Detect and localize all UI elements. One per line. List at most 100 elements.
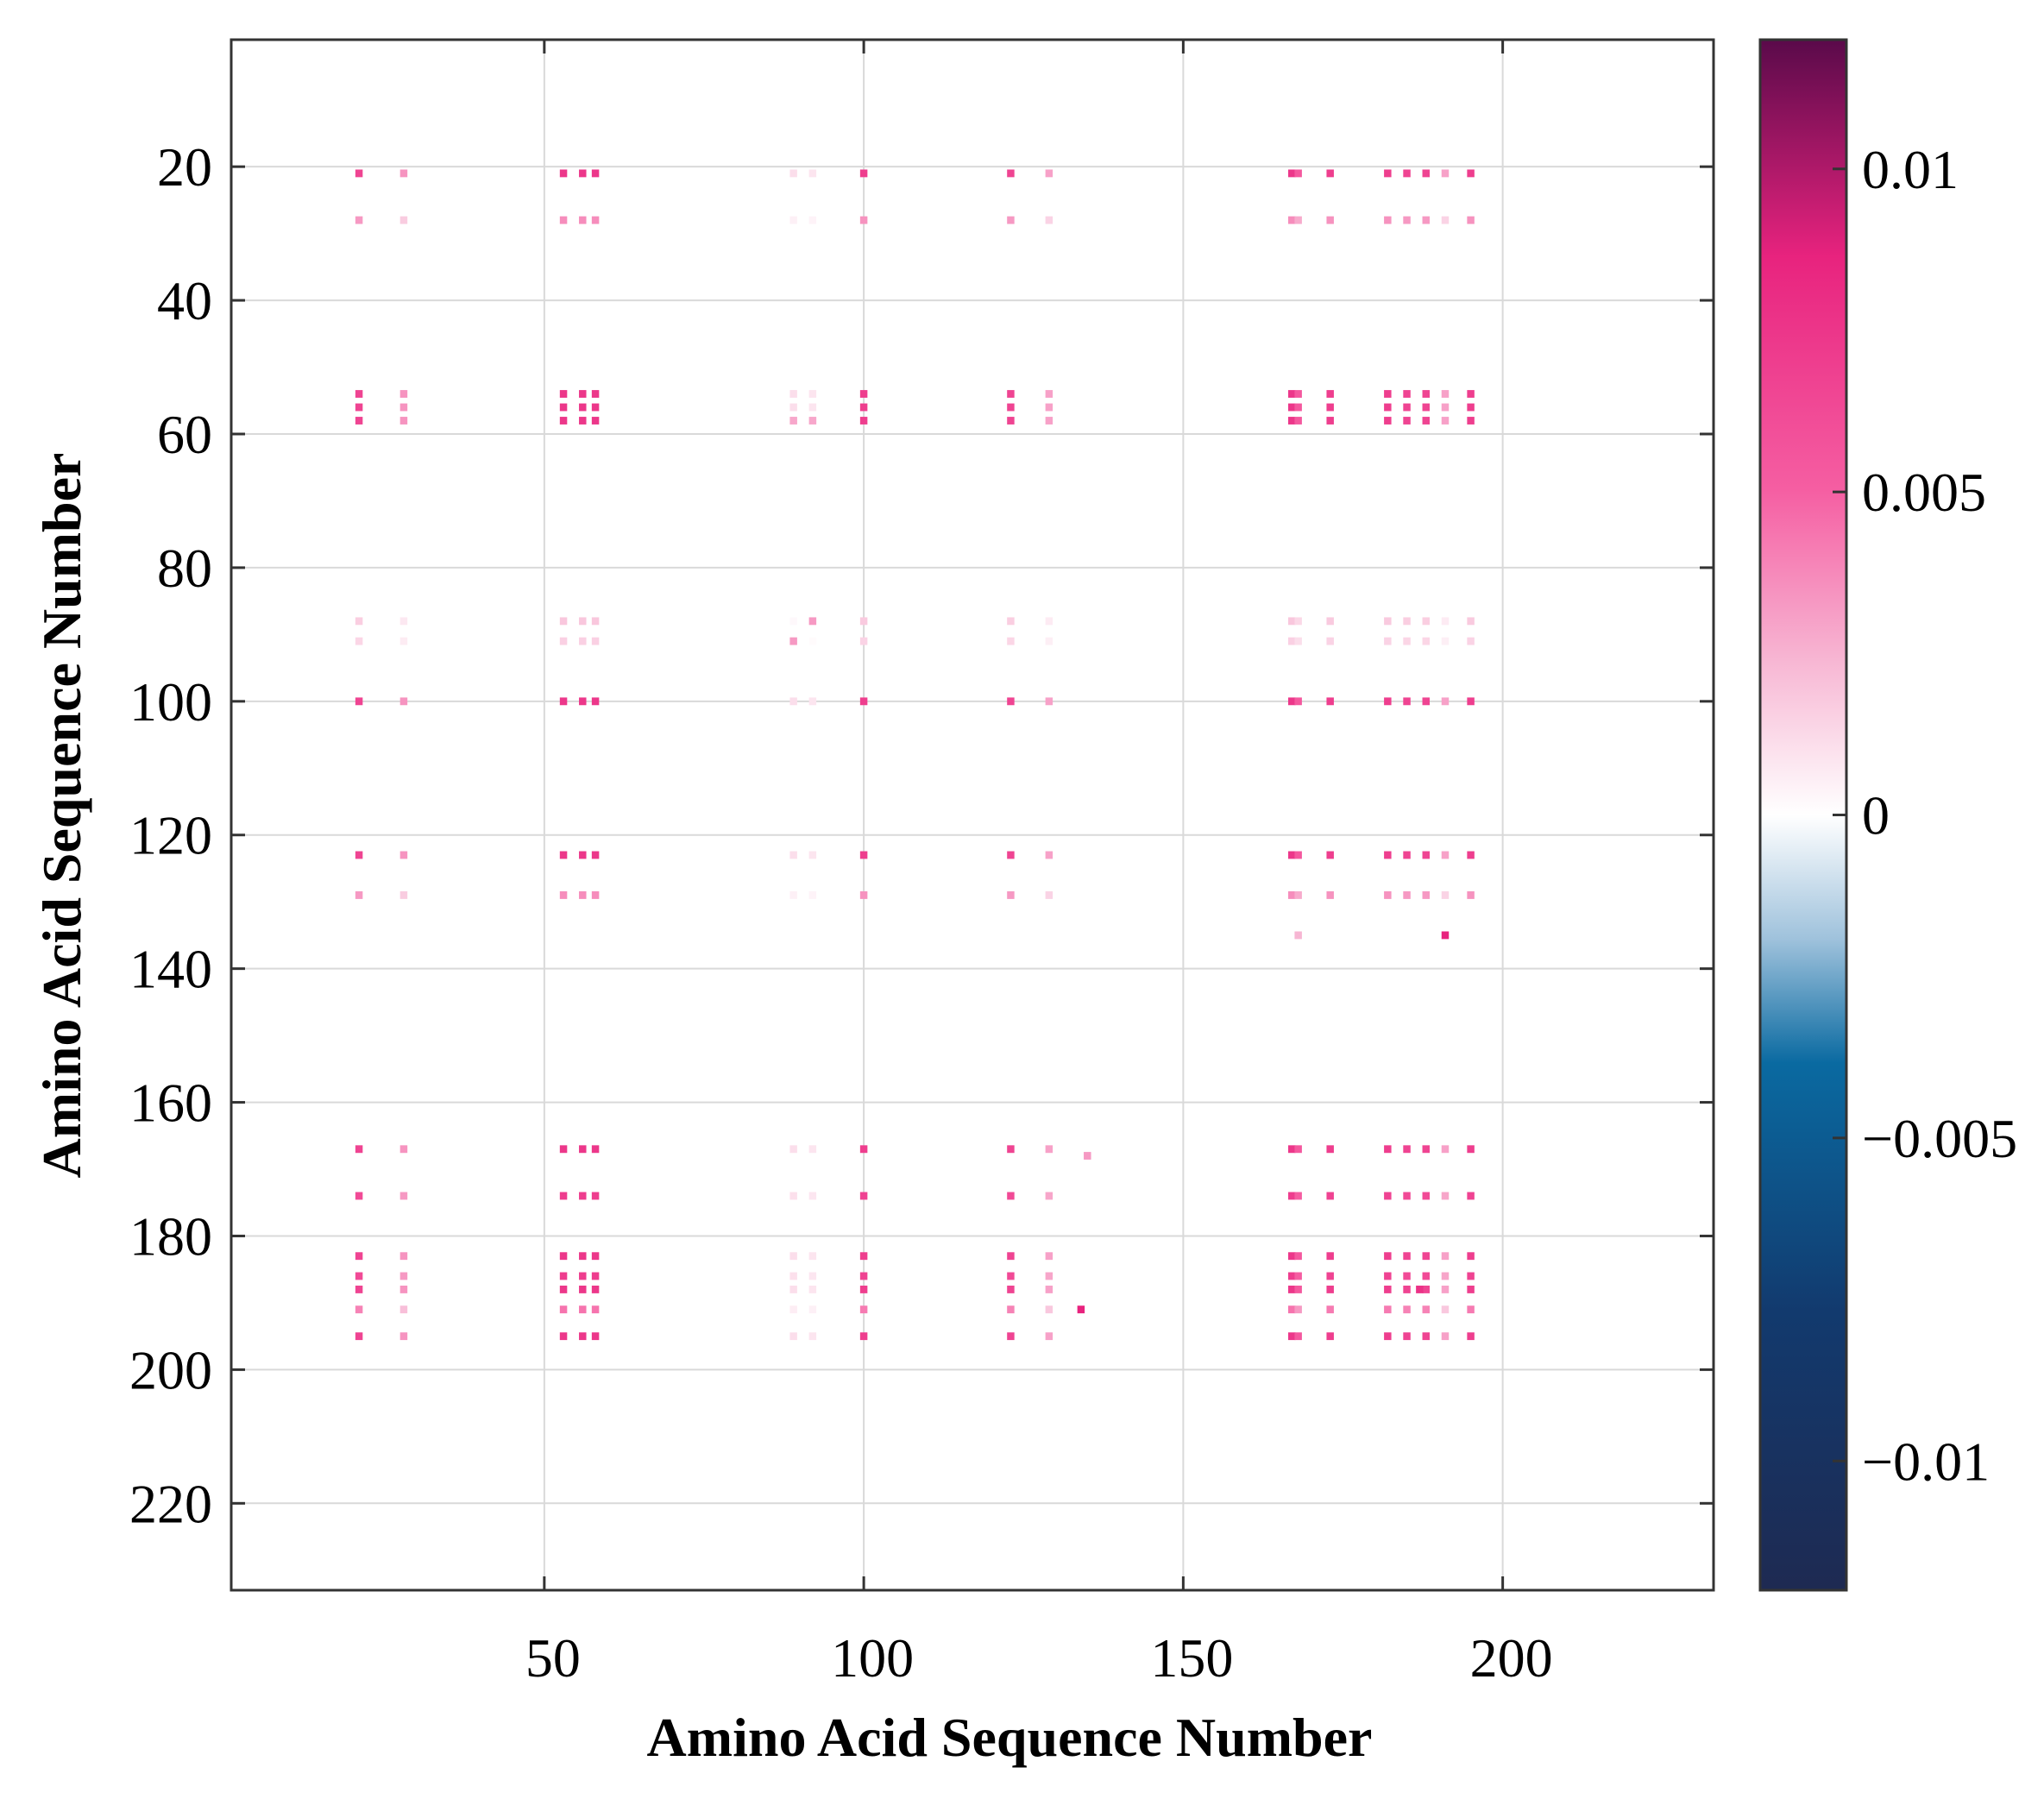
heatmap-cell [591, 851, 600, 859]
heatmap-cell [1422, 617, 1431, 626]
heatmap-cell [859, 637, 868, 645]
heatmap-cell [1441, 1286, 1450, 1293]
heatmap-cell [399, 1252, 408, 1261]
heatmap-cell [1326, 891, 1334, 899]
heatmap-cell [1384, 1272, 1392, 1280]
heatmap-cell [1045, 1145, 1053, 1154]
y-tick-label: 100 [129, 671, 212, 733]
y-tick-label: 20 [157, 136, 212, 198]
heatmap-cell [1403, 891, 1411, 899]
heatmap-cell [1045, 1286, 1053, 1293]
heatmap-cell [1326, 1252, 1334, 1261]
heatmap-cell [579, 1286, 587, 1293]
heatmap-cell [1326, 1305, 1334, 1314]
heatmap-cell [789, 1286, 797, 1293]
y-tick-label: 40 [157, 270, 212, 331]
heatmap-cell [1384, 1286, 1392, 1293]
heatmap-cell [1467, 697, 1475, 706]
heatmap-cell [1384, 617, 1392, 626]
heatmap-cell [559, 851, 568, 859]
heatmap-cell [1326, 851, 1334, 859]
heatmap-cell [1326, 617, 1334, 626]
heatmap-cell [1294, 1286, 1302, 1293]
heatmap-cell [1441, 1305, 1450, 1314]
heatmap-cell [1084, 1152, 1091, 1160]
plot-background [231, 40, 1714, 1590]
heatmap-cell [1441, 403, 1450, 412]
heatmap-cell [789, 637, 797, 645]
heatmap-cell [559, 1192, 568, 1200]
heatmap-cell [1422, 169, 1431, 178]
heatmap-cell [1288, 851, 1296, 859]
heatmap-cell [1326, 1286, 1334, 1293]
heatmap-cell [1288, 1305, 1296, 1314]
heatmap-cell [1441, 697, 1450, 706]
heatmap-cell [859, 390, 868, 398]
heatmap-cell [1403, 1252, 1411, 1261]
heatmap-cell [1403, 1305, 1411, 1314]
heatmap-cell [559, 403, 568, 412]
heatmap-cell [1007, 1145, 1015, 1154]
heatmap-cell [789, 851, 797, 859]
heatmap-cells [355, 169, 1475, 1341]
heatmap-cell [1045, 617, 1053, 626]
heatmap-cell [591, 637, 600, 645]
heatmap-cell [1384, 1192, 1392, 1200]
heatmap-cell [1422, 417, 1431, 425]
colorbar-ticks: 0.01 0.005 0 −0.005 −0.01 [1833, 139, 2017, 1492]
heatmap-cell [808, 1192, 817, 1200]
heatmap-cell [559, 417, 568, 425]
heatmap-cell [591, 417, 600, 425]
heatmap-cell [859, 1252, 868, 1261]
heatmap-cell [808, 697, 817, 706]
heatmap-cell [1384, 417, 1392, 425]
heatmap-cell [591, 1305, 600, 1314]
heatmap-cell [1326, 169, 1334, 178]
heatmap-cell [559, 891, 568, 899]
heatmap-cell [808, 891, 817, 899]
y-tick-label: 220 [129, 1473, 212, 1534]
heatmap-cell [1326, 216, 1334, 224]
heatmap-cell [355, 1192, 363, 1200]
heatmap-cell [579, 637, 587, 645]
heatmap-cell [1441, 1252, 1450, 1261]
heatmap-cell [1403, 637, 1411, 645]
heatmap-cell [1422, 1286, 1431, 1293]
heatmap-cell [591, 617, 600, 626]
x-tick-label: 150 [1150, 1627, 1233, 1689]
heatmap-cell [1007, 891, 1015, 899]
heatmap-cell [1441, 1145, 1450, 1154]
heatmap-cell [1384, 851, 1392, 859]
heatmap-cell [559, 1272, 568, 1280]
heatmap-cell [399, 617, 408, 626]
y-tick-label: 140 [129, 939, 212, 1000]
heatmap-cell [399, 1272, 408, 1280]
heatmap-cell [1441, 891, 1450, 899]
heatmap-cell [1384, 169, 1392, 178]
heatmap-cell [1294, 891, 1302, 899]
heatmap-cell [1007, 390, 1015, 398]
heatmap-cell [1467, 1305, 1475, 1314]
heatmap-cell [1007, 1252, 1015, 1261]
heatmap-cell [559, 1305, 568, 1314]
heatmap-cell [1441, 1332, 1450, 1341]
heatmap-cell [789, 216, 797, 224]
heatmap-cell [859, 1272, 868, 1280]
heatmap-cell [808, 1272, 817, 1280]
heatmap-cell [559, 169, 568, 178]
heatmap-cell [1422, 1192, 1431, 1200]
heatmap-cell [1007, 1332, 1015, 1341]
heatmap-cell [591, 1286, 600, 1293]
x-tick-label: 200 [1470, 1627, 1553, 1689]
heatmap-cell [808, 637, 817, 645]
heatmap-cell [591, 216, 600, 224]
heatmap-cell [355, 851, 363, 859]
heatmap-cell [808, 851, 817, 859]
heatmap-cell [1288, 1192, 1296, 1200]
heatmap-cell [1384, 697, 1392, 706]
heatmap-cell [1422, 1305, 1431, 1314]
heatmap-cell [1045, 417, 1053, 425]
heatmap-cell [1422, 637, 1431, 645]
plot-frame [230, 38, 1715, 1592]
